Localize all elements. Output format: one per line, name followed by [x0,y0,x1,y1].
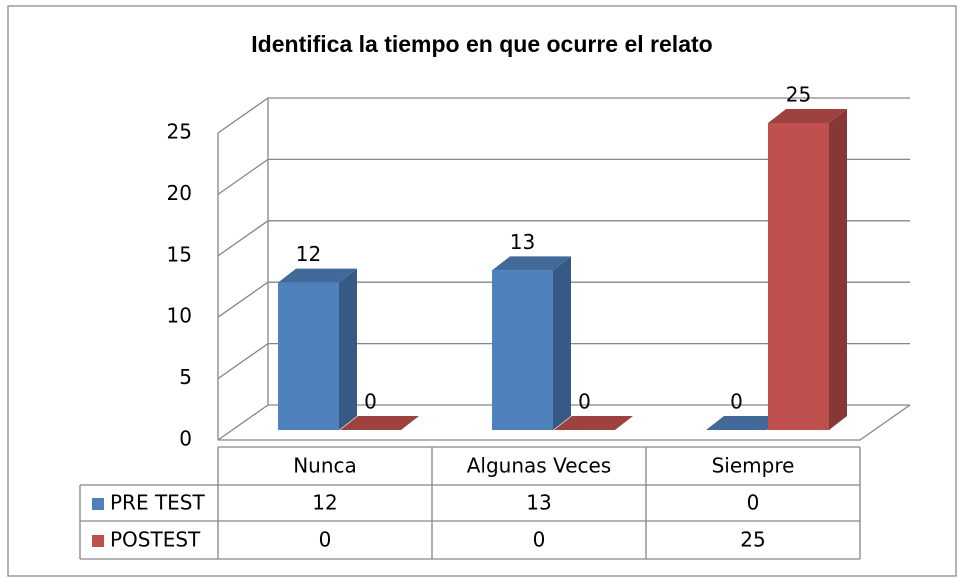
data-label: 0 [364,390,377,414]
bar-side [829,109,847,430]
y-tick-label: 10 [167,304,192,328]
bar-top [706,416,785,430]
bar-top [340,416,419,430]
legend-label: POSTEST [110,528,201,552]
data-label: 25 [786,83,811,107]
y-tick-label: 20 [167,181,192,205]
table-value: 12 [312,491,337,515]
table-value: 0 [533,528,546,552]
y-tick-label: 15 [167,242,192,266]
floor [218,404,911,441]
y-tick-label: 0 [179,427,192,451]
table-value: 13 [526,491,551,515]
bar-top [554,416,633,430]
grid-line [217,281,910,318]
bar-top [492,256,571,271]
data-label: 0 [730,390,743,414]
table-value: 0 [319,528,332,552]
bar [492,256,571,430]
data-label: 13 [510,230,535,254]
bar [706,416,785,430]
bar [554,416,633,430]
grid-line [217,220,910,257]
legend-swatch [92,535,104,547]
legend-swatch [92,498,104,510]
grid-line [217,97,910,134]
bar [278,268,357,430]
bar [768,109,847,430]
bar [278,282,339,430]
bar [340,416,419,430]
grid-line [217,404,910,441]
category-label: Siempre [712,454,795,478]
bar-top [768,109,847,123]
y-tick-label: 5 [179,365,192,389]
y-tick-label: 25 [167,120,192,144]
table-value: 25 [740,528,765,552]
bar-side [553,256,571,430]
legend-label: PRE TEST [110,491,206,515]
grid-line [217,342,910,380]
bar [768,123,829,430]
table-value: 0 [747,491,760,515]
bar-top [278,268,357,283]
category-label: Algunas Veces [467,454,611,478]
data-label: 0 [578,390,591,414]
bar-side [339,268,357,430]
category-label: Nunca [293,454,357,478]
grid-line [217,158,910,195]
chart-title: Identifica la tiempo en que ocurre el re… [251,31,712,57]
bar [492,270,553,430]
data-label: 12 [296,242,321,266]
